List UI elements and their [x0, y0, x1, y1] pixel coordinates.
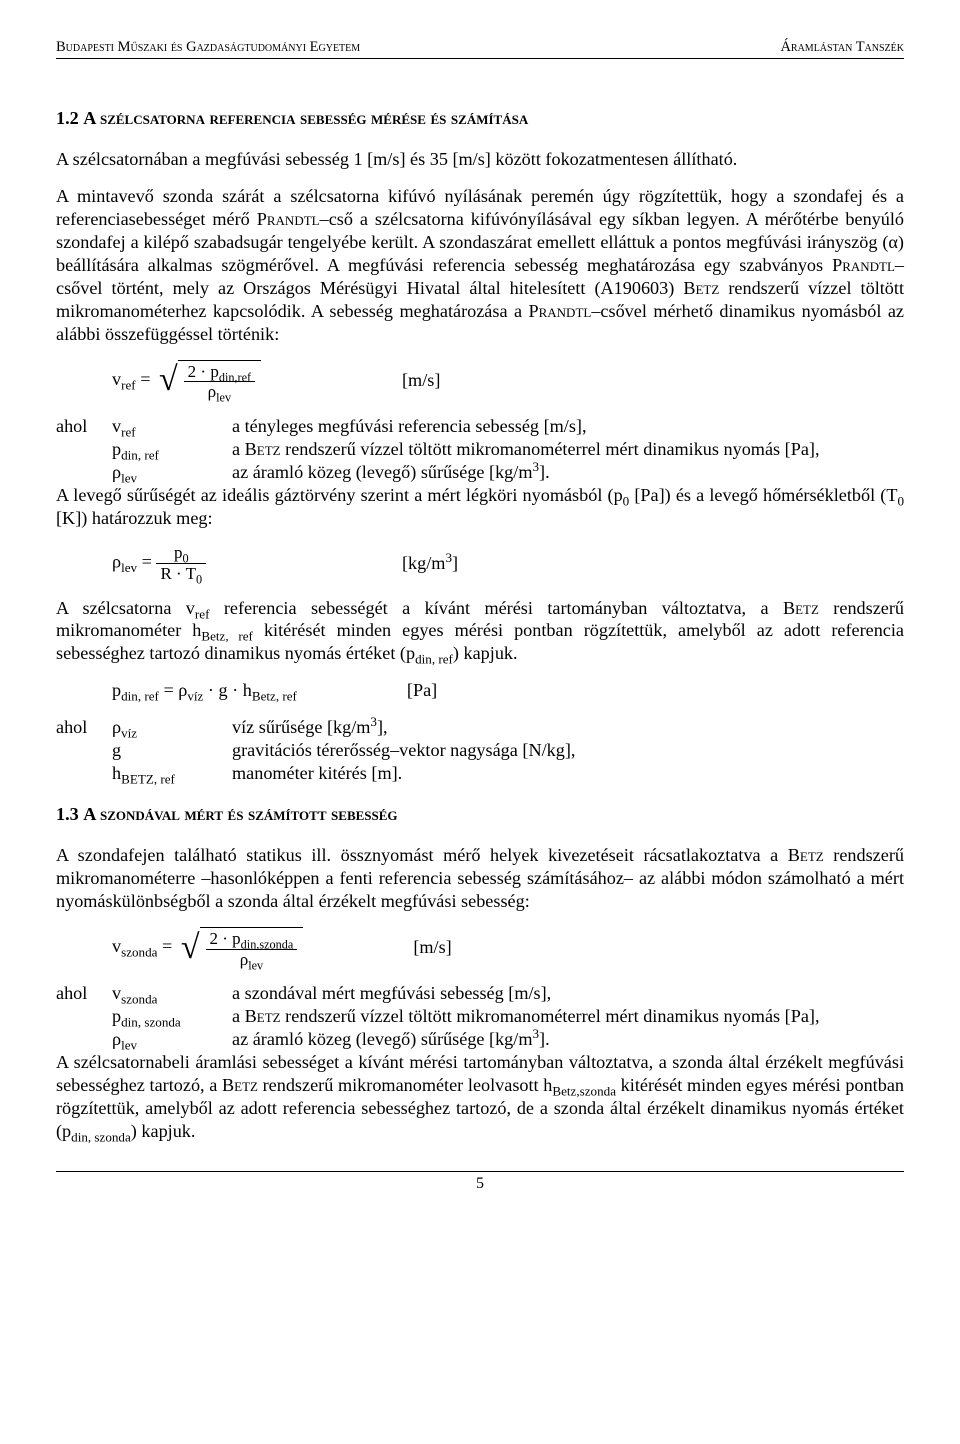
para-final: A szélcsatornabeli áramlási sebességet a… — [56, 1051, 904, 1143]
header-left: Budapesti Műszaki és Gazdaságtudományi E… — [56, 38, 360, 56]
para-hbetz: A szélcsatorna vref referencia sebességé… — [56, 597, 904, 666]
para-szonda: A szondafejen található statikus ill. ös… — [56, 844, 904, 913]
page-number: 5 — [56, 1171, 904, 1194]
para-main: A mintavevő szonda szárát a szélcsatorna… — [56, 185, 904, 345]
defs-pdin: ahol ρvíz víz sűrűsége [kg/m3], g gravit… — [56, 716, 904, 785]
para-density: A levegő sűrűségét az ideális gáztörvény… — [56, 484, 904, 530]
equation-pdin: pdin, ref = ρvíz · g · hBetz, ref [Pa] — [56, 679, 904, 702]
equation-vref: vref = √ 2 · pdin,ref ρlev [m/s] — [56, 360, 904, 402]
section-1-2-title: 1.2 A szélcsatorna referencia sebesség m… — [56, 107, 904, 130]
page-header: Budapesti Műszaki és Gazdaságtudományi E… — [56, 38, 904, 59]
defs-vref: ahol vref a tényleges megfúvási referenc… — [56, 415, 904, 484]
header-right: Áramlástan Tanszék — [780, 38, 904, 56]
equation-rho: ρlev = p0 R · T0 [kg/m3] — [56, 544, 904, 583]
section-1-3-title: 1.3 A szondával mért és számított sebess… — [56, 803, 904, 826]
para-intro: A szélcsatornában a megfúvási sebesség 1… — [56, 148, 904, 171]
defs-vszonda: ahol vszonda a szondával mért megfúvási … — [56, 982, 904, 1051]
equation-vszonda: vszonda = √ 2 · pdin,szonda ρlev [m/s] — [56, 927, 904, 969]
